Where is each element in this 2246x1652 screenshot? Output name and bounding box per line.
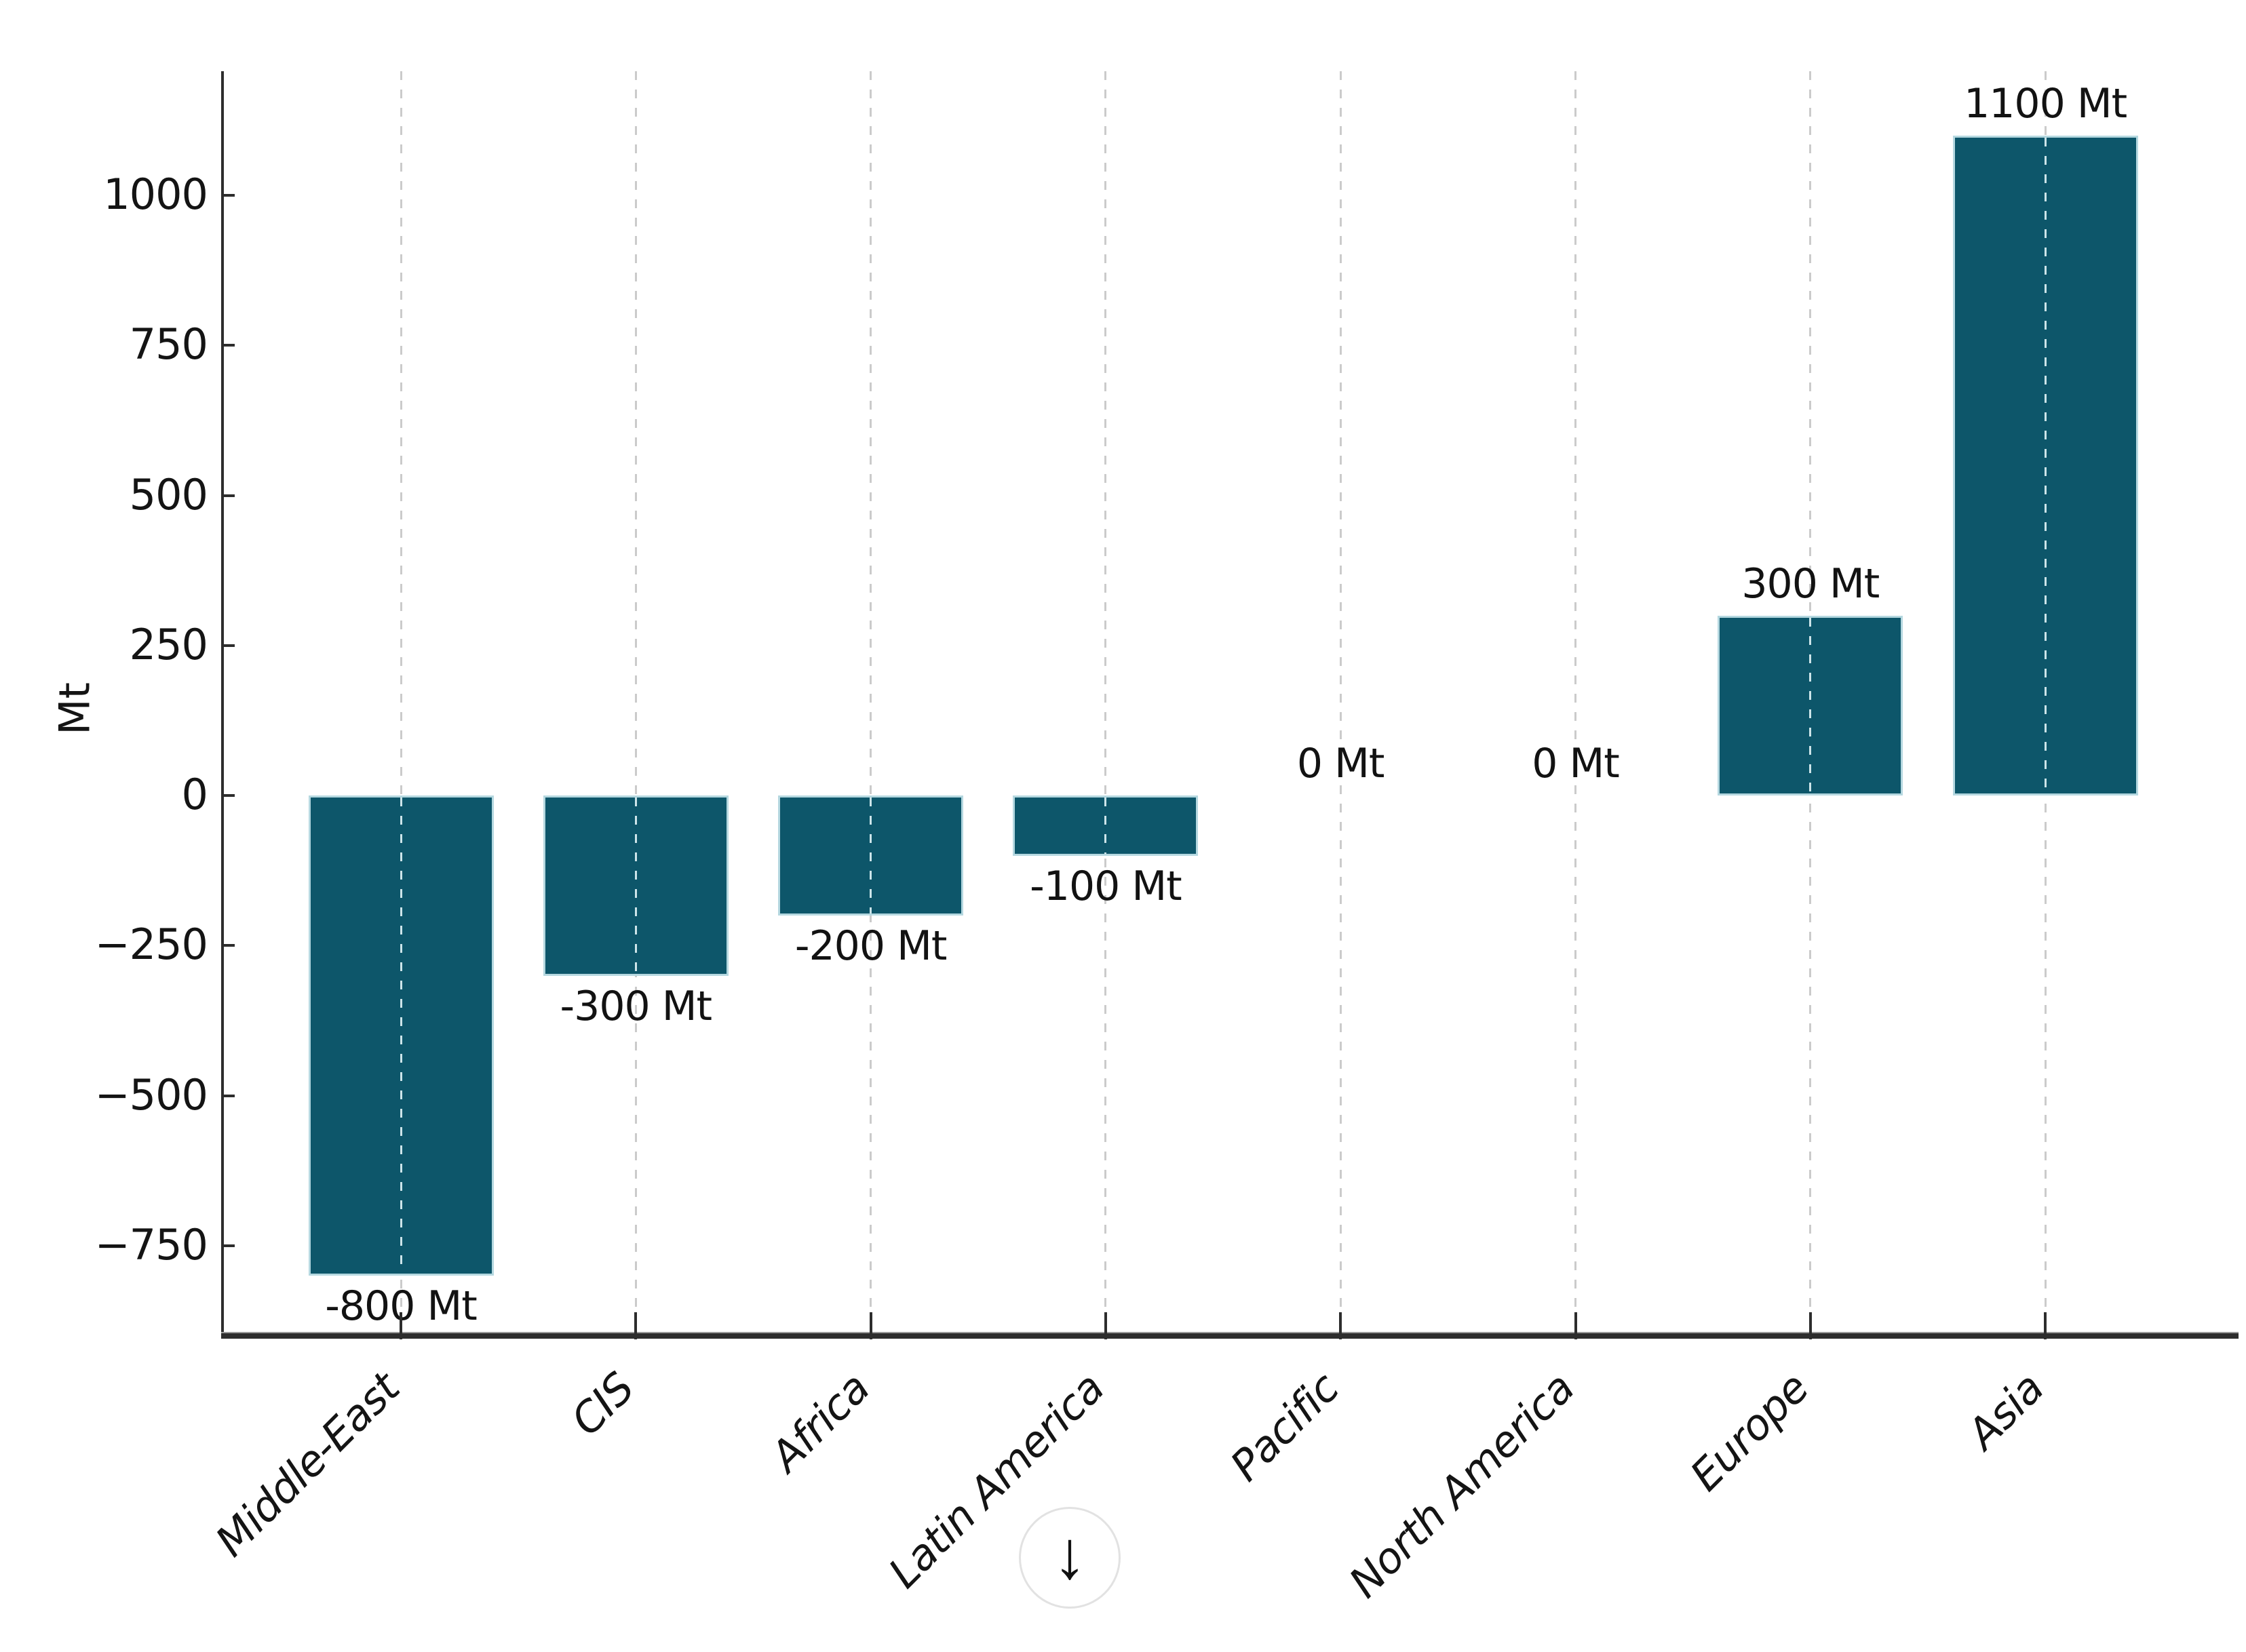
gridline-over-bar (1809, 617, 1812, 793)
y-axis-tick-label: 1000 (103, 170, 208, 220)
y-tick-mark (221, 1094, 235, 1097)
gridline-over-bar (2044, 137, 2047, 793)
bar-asia (1952, 135, 2138, 795)
gridline-cis (634, 71, 637, 1332)
x-tick-mark (1808, 1312, 1812, 1339)
y-tick-mark (221, 494, 235, 497)
y-tick-mark (221, 1244, 235, 1247)
bar-value-label-cis: -300 Mt (560, 982, 713, 1030)
bar-cis (543, 795, 729, 976)
x-tick-mark (1574, 1312, 1577, 1339)
x-axis-label-cis: CIS (562, 1363, 644, 1445)
y-tick-mark (221, 194, 235, 197)
gridline-over-bar (870, 798, 872, 913)
y-axis-tick-label: −250 (94, 920, 208, 970)
gridline-middle-east (400, 71, 402, 1332)
y-axis-tick-label: 250 (129, 619, 208, 669)
x-tick-mark (400, 1312, 402, 1339)
bar-middle-east (308, 795, 494, 1276)
gridline-pacific (1339, 71, 1342, 1332)
bar-europe (1718, 615, 1903, 795)
y-tick-mark (221, 344, 235, 347)
x-tick-mark (1104, 1312, 1107, 1339)
gridline-africa (870, 71, 872, 1332)
x-axis-label-asia: Asia (1958, 1363, 2053, 1459)
down-arrow-icon: ↓ (1053, 1517, 1087, 1593)
plot-area: -800 Mt -300 Mt -200 Mt -100 Mt 0 Mt 0 Mt 300 … (95, 71, 2239, 1607)
y-axis-tick-label: −750 (94, 1219, 208, 1270)
y-tick-mark (221, 794, 235, 797)
gridline-north-america (1574, 71, 1576, 1332)
bar-value-label-europe: 300 Mt (1741, 559, 1880, 608)
y-tick-mark (221, 944, 235, 947)
y-axis-tick-label: −500 (94, 1069, 208, 1120)
y-axis-tick-label: 500 (129, 469, 208, 519)
bar-value-label-asia: 1100 Mt (1964, 79, 2127, 127)
x-axis-label-middle-east: Middle-East (206, 1363, 409, 1567)
bar-value-label-africa: -200 Mt (794, 922, 948, 970)
bar-latin-america (1013, 795, 1199, 856)
x-axis-label-africa: Africa (760, 1363, 879, 1481)
bar-value-label-north-america: 0 Mt (1532, 740, 1620, 787)
y-tick-mark (221, 644, 235, 647)
x-axis-label-north-america: North America (1339, 1363, 1584, 1607)
gridline-over-bar (400, 798, 402, 1274)
y-axis-tick-label: 750 (129, 319, 208, 370)
bar-value-label-latin-america: -100 Mt (1030, 862, 1182, 910)
gridline-latin-america (1104, 71, 1107, 1332)
x-axis-label-europe: Europe (1680, 1363, 1819, 1501)
gridline-over-bar (634, 798, 637, 974)
x-tick-mark (634, 1312, 638, 1339)
x-axis-line (221, 1332, 2239, 1339)
y-axis-title: Mt (50, 682, 100, 735)
x-tick-mark (869, 1312, 872, 1339)
y-axis-tick-label: 0 (181, 770, 208, 820)
gridline-over-bar (1104, 798, 1107, 854)
x-tick-mark (1339, 1312, 1342, 1339)
x-axis-label-pacific: Pacific (1220, 1363, 1349, 1491)
scroll-down-button[interactable]: ↓ (1019, 1507, 1121, 1609)
y-axis-line (221, 71, 224, 1337)
x-tick-mark (2044, 1312, 2047, 1339)
bar-africa (778, 795, 964, 916)
bar-value-label-pacific: 0 Mt (1296, 740, 1385, 787)
